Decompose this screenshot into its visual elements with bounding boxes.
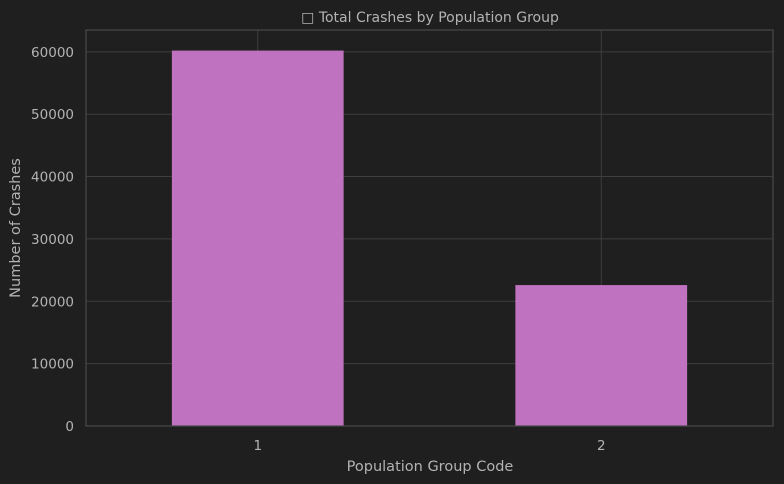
y-tick-label: 10000 xyxy=(31,357,74,373)
y-tick-label: 60000 xyxy=(31,45,74,61)
chart-title: □ Total Crashes by Population Group xyxy=(301,10,559,26)
y-axis-label: Number of Crashes xyxy=(8,158,24,298)
y-tick-label: 0 xyxy=(65,419,74,435)
x-tick-label: 2 xyxy=(597,438,606,454)
y-axis-ticks: 0 10000 20000 30000 40000 50000 60000 xyxy=(31,45,74,435)
plot-frame xyxy=(85,29,774,427)
y-tick-label: 20000 xyxy=(31,294,74,310)
x-tick-label: 1 xyxy=(253,438,262,454)
bar-2 xyxy=(515,285,688,426)
y-tick-label: 50000 xyxy=(31,107,74,123)
x-axis-label: Population Group Code xyxy=(347,459,514,475)
bars xyxy=(171,50,688,426)
y-tick-label: 40000 xyxy=(31,170,74,186)
y-tick-label: 30000 xyxy=(31,232,74,248)
bar-1 xyxy=(171,50,344,426)
